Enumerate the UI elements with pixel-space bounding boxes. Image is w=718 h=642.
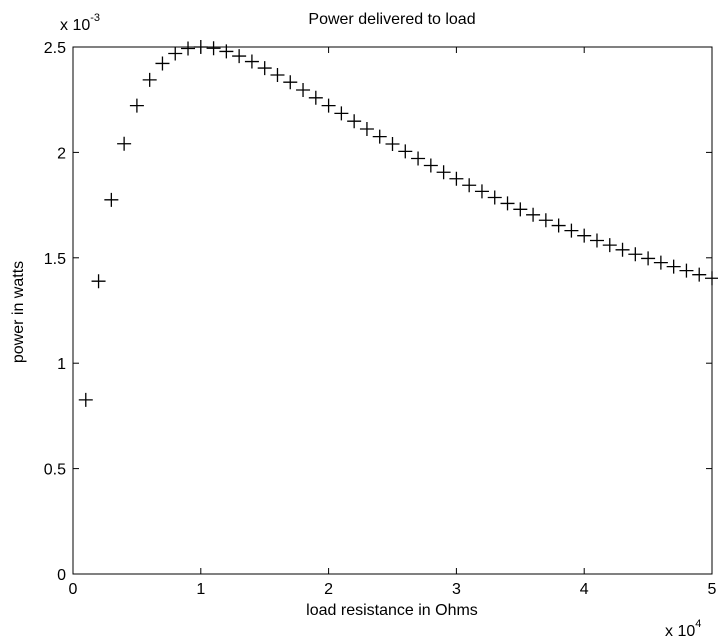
data-point-marker	[142, 72, 157, 87]
data-point-marker	[257, 61, 272, 76]
y-tick-label: 2.5	[44, 40, 66, 57]
x-tick-label: 4	[580, 581, 589, 598]
data-point-marker	[564, 223, 579, 238]
data-point-marker	[244, 54, 259, 69]
data-point-marker	[462, 178, 477, 193]
data-point-marker	[436, 165, 451, 180]
x-axis-label: load resistance in Ohms	[306, 602, 478, 619]
x-tick-label: 2	[324, 581, 333, 598]
data-point-marker	[551, 218, 566, 233]
y-tick-label: 2	[57, 145, 66, 162]
data-point-marker	[385, 136, 400, 151]
data-point-marker	[449, 171, 464, 186]
data-point-marker	[283, 75, 298, 90]
data-point-marker	[628, 247, 643, 262]
data-point-marker	[602, 238, 617, 253]
chart-title: Power delivered to load	[308, 11, 475, 28]
data-point-marker	[219, 44, 234, 59]
data-point-marker	[359, 122, 374, 137]
data-point-marker	[181, 41, 196, 56]
data-point-marker	[104, 192, 119, 207]
x-tick-label: 1	[196, 581, 205, 598]
x-axis-multiplier: x 104	[665, 618, 701, 640]
data-point-marker	[155, 56, 170, 71]
data-point-marker	[308, 90, 323, 105]
y-tick-label: 1	[57, 356, 66, 373]
data-point-marker	[577, 228, 592, 243]
data-point-marker	[117, 136, 132, 151]
data-point-marker	[666, 259, 681, 274]
data-point-marker	[398, 144, 413, 159]
data-point-marker	[487, 190, 502, 205]
data-point-marker	[270, 68, 285, 83]
y-tick-label: 0	[57, 567, 66, 584]
y-axis-label: power in watts	[10, 261, 27, 363]
data-point-marker	[91, 274, 106, 289]
data-point-marker	[193, 40, 208, 54]
data-point-marker	[538, 213, 553, 228]
data-point-marker	[411, 151, 426, 166]
data-point-marker	[347, 114, 362, 129]
data-point-marker	[334, 106, 349, 121]
x-tick-label: 3	[452, 581, 461, 598]
data-point-marker	[589, 233, 604, 248]
data-point-marker	[372, 129, 387, 144]
data-point-marker	[653, 255, 668, 270]
x-tick-label: 0	[69, 581, 78, 598]
data-point-marker	[692, 267, 707, 282]
data-point-marker	[705, 271, 718, 286]
data-point-marker	[526, 207, 541, 222]
data-point-marker	[168, 46, 183, 61]
axis-tick-labels: 0 1 2 3 4 5 0 0.5 1 1.5 2 2.5	[44, 40, 717, 598]
plot-area-frame	[72, 46, 713, 575]
data-point-marker	[679, 263, 694, 278]
data-point-marker	[129, 98, 144, 113]
data-point-marker	[500, 196, 515, 211]
data-point-marker	[232, 49, 247, 64]
data-markers	[78, 40, 718, 407]
data-point-marker	[423, 158, 438, 173]
data-point-marker	[474, 184, 489, 199]
data-point-marker	[78, 392, 93, 407]
data-point-marker	[641, 251, 656, 266]
x-tick-label: 5	[708, 581, 717, 598]
y-tick-label: 0.5	[44, 462, 66, 479]
y-tick-label: 1.5	[44, 251, 66, 268]
data-point-marker	[513, 202, 528, 217]
data-point-marker	[321, 98, 336, 113]
data-point-marker	[206, 41, 221, 56]
axis-ticks	[72, 46, 713, 575]
data-point-marker	[615, 242, 630, 257]
data-point-marker	[296, 83, 311, 98]
y-axis-multiplier: x 10-3	[60, 12, 100, 34]
